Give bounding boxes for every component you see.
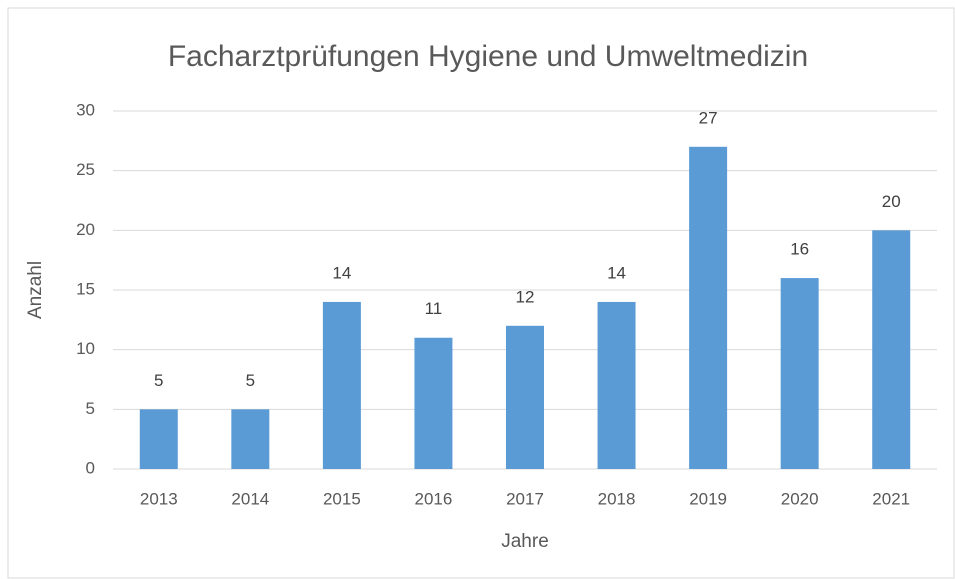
y-tick-label: 0 (86, 458, 95, 477)
bar (506, 325, 544, 469)
x-tick-label: 2014 (231, 489, 269, 508)
y-tick-label: 5 (86, 399, 95, 418)
y-tick-label: 15 (76, 279, 95, 298)
data-label: 16 (790, 240, 809, 259)
x-tick-label: 2019 (689, 489, 727, 508)
y-tick-label: 25 (76, 160, 95, 179)
data-label: 27 (699, 108, 718, 127)
x-tick-label: 2013 (140, 489, 178, 508)
x-tick-label: 2015 (323, 489, 361, 508)
data-label: 11 (425, 299, 443, 318)
x-tick-label: 2017 (506, 489, 544, 508)
data-label: 14 (332, 263, 351, 282)
x-tick-label: 2020 (781, 489, 819, 508)
data-label: 14 (607, 263, 626, 282)
x-tick-label: 2021 (872, 489, 910, 508)
y-axis-label: Anzahl (25, 261, 46, 319)
data-label: 20 (882, 192, 901, 211)
bar (689, 146, 728, 470)
bar (414, 337, 453, 469)
x-tick-label: 2016 (415, 489, 453, 508)
bar (231, 409, 270, 469)
chart-title: Facharztprüfungen Hygiene und Umweltmedi… (168, 40, 808, 73)
y-tick-label: 20 (76, 220, 95, 239)
data-label: 5 (246, 371, 255, 390)
x-tick-label: 2018 (598, 489, 636, 508)
data-label: 12 (516, 287, 535, 306)
bar (322, 301, 361, 469)
bar (597, 301, 636, 469)
y-tick-label: 10 (76, 339, 95, 358)
bar (780, 278, 819, 469)
bar (139, 409, 178, 469)
data-label: 5 (154, 371, 163, 390)
bar (872, 230, 911, 469)
y-tick-label: 30 (76, 100, 95, 119)
x-axis-label: Jahre (501, 531, 549, 552)
